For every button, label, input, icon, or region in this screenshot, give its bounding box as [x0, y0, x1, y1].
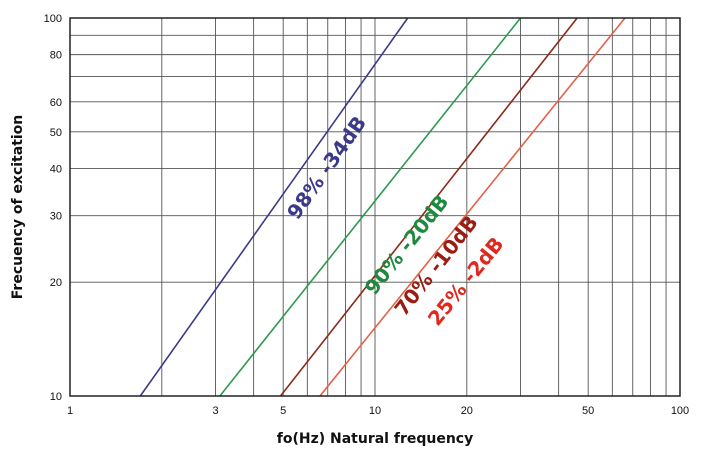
x-tick-label: 10 [369, 405, 381, 417]
x-tick-label: 5 [280, 405, 286, 417]
y-tick-label: 20 [50, 277, 62, 289]
x-tick-label: 3 [212, 405, 218, 417]
y-tick-label: 30 [50, 211, 62, 223]
x-tick-label: 20 [461, 405, 473, 417]
y-tick-label: 60 [50, 97, 62, 109]
x-tick-label: 1 [67, 405, 73, 417]
x-tick-labels: 1 3 5 10 20 50 100 [67, 405, 689, 417]
series-lines [139, 17, 626, 397]
series-line-3 [279, 17, 578, 397]
y-tick-label: 10 [50, 391, 62, 403]
y-tick-label: 40 [50, 163, 62, 175]
x-tick-label: 100 [671, 405, 689, 417]
series-line-2 [219, 17, 522, 397]
series-line-4 [319, 17, 626, 397]
y-tick-label: 100 [44, 13, 62, 25]
x-tick-label: 50 [582, 405, 594, 417]
y-tick-label: 80 [50, 50, 62, 62]
series-line-1 [139, 17, 409, 397]
y-tick-label: 50 [50, 127, 62, 139]
y-tick-labels: 10 20 30 40 50 60 80 100 [44, 13, 62, 403]
plot-frame [69, 17, 681, 397]
x-axis-title: fo(Hz) Natural frequency [277, 431, 473, 447]
grid-lines [69, 17, 681, 397]
y-axis-title: Frecuency of excitation [10, 115, 26, 300]
